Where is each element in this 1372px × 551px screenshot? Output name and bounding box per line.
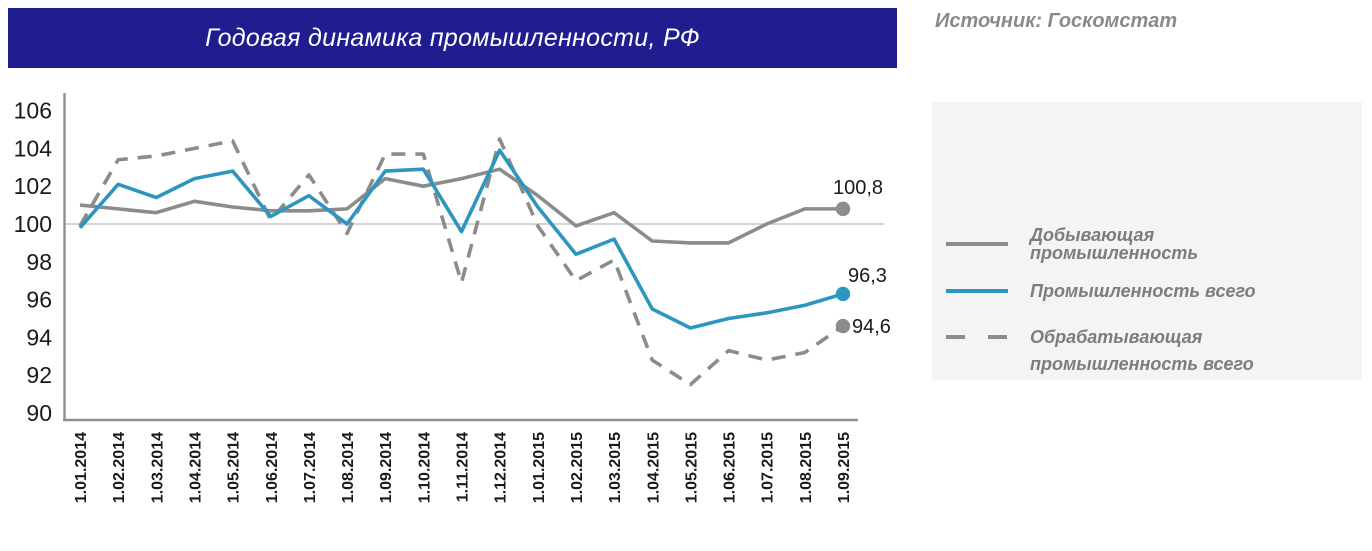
x-axis-label: 1.05.2015 — [683, 432, 700, 503]
y-axis-label: 96 — [26, 287, 52, 313]
legend-label: Промышленность всего — [1030, 281, 1256, 301]
x-axis-label: 1.12.2014 — [493, 432, 510, 503]
end-value-label: 96,3 — [848, 265, 887, 287]
end-dot-series-0 — [835, 201, 851, 217]
chart-legend: Добывающая промышленность Промышленность… — [932, 102, 1362, 380]
end-value-label: 94,6 — [852, 316, 891, 338]
chart-title-banner: Годовая динамика промышленности, РФ — [8, 8, 897, 68]
chart-canvas: 106 104 102 100 98 96 94 92 90 1.01.2014 1.02.2014… — [14, 93, 891, 503]
x-axis-label: 1.05.2014 — [226, 432, 243, 503]
y-axis-label: 92 — [26, 362, 52, 388]
y-axis-label: 104 — [14, 135, 53, 161]
x-axis-label: 1.08.2015 — [798, 432, 815, 503]
x-axis-label: 1.09.2015 — [836, 432, 853, 503]
x-axis-label: 1.11.2014 — [455, 432, 472, 502]
y-axis-label: 94 — [26, 324, 52, 350]
x-axis-label: 1.07.2015 — [760, 432, 777, 503]
x-axis-label: 1.02.2014 — [111, 432, 128, 503]
legend-swatch-solid-gray — [946, 242, 1008, 246]
end-value-label: 100,8 — [833, 177, 883, 199]
line-chart: 106 104 102 100 98 96 94 92 90 1.01.2014 1.02.2014… — [0, 76, 910, 546]
x-axis-label: 1.07.2014 — [302, 432, 319, 503]
x-axis-label: 1.02.2015 — [569, 432, 586, 503]
y-axis-label: 100 — [14, 211, 52, 237]
y-axis-label: 106 — [14, 98, 52, 124]
x-axis-label: 1.04.2014 — [187, 432, 204, 503]
legend-label: Обрабатывающая промышленность всего — [1030, 327, 1254, 374]
series-line-1 — [78, 148, 844, 330]
legend-label: Добывающая промышленность — [1030, 225, 1199, 263]
series-line-0 — [79, 167, 843, 245]
x-axis-label: 1.01.2014 — [73, 432, 90, 503]
x-axis-label: 1.01.2015 — [531, 432, 548, 503]
legend-swatch-solid-blue — [946, 289, 1008, 293]
series-line-2 — [78, 137, 845, 387]
end-dot-series-2 — [835, 318, 851, 334]
x-axis-label: 1.03.2014 — [149, 432, 166, 503]
x-axis-label: 1.10.2014 — [416, 432, 433, 503]
y-axis-label: 98 — [26, 249, 52, 275]
source-label: Источник: Госкомстат — [935, 10, 1178, 32]
y-axis-label: 102 — [14, 173, 52, 199]
x-axis-label: 1.06.2015 — [722, 432, 739, 503]
legend-item-manufacturing: Обрабатывающая промышленность всего — [946, 324, 1290, 378]
x-axis-label: 1.03.2015 — [607, 432, 624, 503]
x-axis-label: 1.04.2015 — [645, 432, 662, 503]
page-title: Годовая динамика промышленности, РФ — [205, 23, 700, 52]
legend-item-mining: Добывающая промышленность — [946, 226, 1290, 262]
y-axis-label: 90 — [26, 400, 52, 426]
x-axis-label: 1.06.2014 — [264, 432, 281, 503]
end-dot-series-1 — [835, 286, 851, 302]
legend-item-total: Промышленность всего — [946, 282, 1256, 300]
legend-swatch-dashed-gray — [946, 335, 1008, 339]
x-axis-label: 1.08.2014 — [340, 432, 357, 503]
x-axis-label: 1.09.2014 — [378, 432, 395, 503]
